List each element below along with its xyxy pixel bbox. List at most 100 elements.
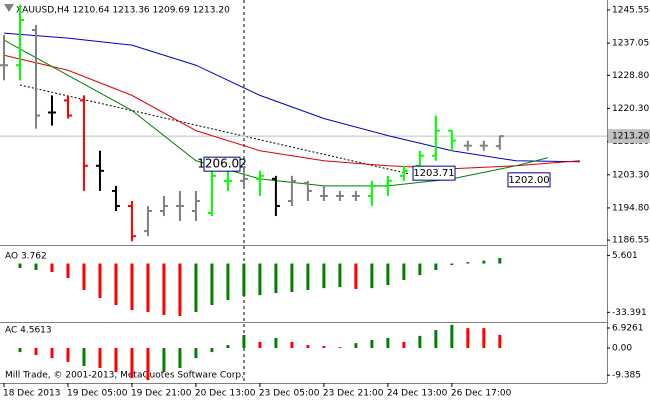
histogram-bar — [258, 263, 262, 296]
histogram-bar — [146, 263, 150, 313]
histogram-bar — [114, 348, 118, 373]
histogram-bar — [290, 341, 294, 349]
histogram-bar — [18, 348, 22, 353]
histogram-bar — [34, 348, 38, 355]
histogram-bar — [274, 263, 278, 294]
histogram-bar — [322, 346, 326, 349]
x-tick-label: 23 Dec 21:00 — [323, 389, 384, 399]
x-tick-label: 19 Dec 05:00 — [67, 389, 128, 399]
histogram-bar — [130, 263, 134, 311]
histogram-bar — [386, 337, 390, 349]
histogram-bar — [386, 263, 390, 286]
histogram-bar — [498, 258, 502, 264]
histogram-bar — [498, 334, 502, 349]
price-label-box — [203, 156, 241, 172]
y-tick-label: 0.00 — [612, 344, 632, 354]
histogram-bar — [210, 348, 214, 353]
x-tick-label: 19 Dec 21:00 — [131, 389, 192, 399]
y-tick-label: 1194.80 — [612, 203, 649, 213]
histogram-bar — [290, 263, 294, 293]
y-tick-label: 6.9261 — [612, 324, 644, 334]
histogram-bar — [466, 262, 470, 264]
trend-line — [19, 84, 411, 175]
y-tick-label: 1245.55 — [612, 5, 649, 15]
histogram-bar — [258, 341, 262, 349]
histogram-bar — [242, 335, 246, 349]
y-tick-label: 1186.55 — [612, 236, 649, 246]
histogram-bar — [50, 348, 54, 359]
histogram-bar — [34, 263, 38, 270]
histogram-bar — [242, 263, 246, 296]
moving-average — [3, 32, 580, 163]
y-tick-label: 1220.30 — [612, 104, 649, 114]
x-tick-label: 26 Dec 17:00 — [451, 389, 512, 399]
ao-title: AO 3.762 — [5, 252, 47, 262]
histogram-bar — [114, 263, 118, 306]
histogram-bar — [210, 263, 214, 306]
x-tick-label: 18 Dec 2013 — [3, 389, 61, 399]
histogram-bar — [82, 348, 86, 366]
histogram-bar — [434, 263, 438, 270]
histogram-bar — [354, 263, 358, 289]
histogram-bar — [466, 328, 470, 349]
x-tick-label: 24 Dec 13:00 — [387, 389, 448, 399]
histogram-bar — [82, 263, 86, 290]
histogram-bar — [418, 335, 422, 349]
histogram-bar — [146, 348, 150, 381]
x-tick-label: 23 Dec 05:00 — [259, 389, 320, 399]
histogram-bar — [194, 263, 198, 313]
price-box-label: 1213.20 — [612, 132, 649, 142]
histogram-bar — [322, 263, 326, 289]
price-label: 1203.71 — [413, 168, 454, 179]
histogram-bar — [450, 263, 454, 265]
price-label: 1206.02 — [197, 157, 247, 171]
x-tick-label: 20 Dec 13:00 — [195, 389, 256, 399]
histogram-bar — [98, 263, 102, 299]
price-label-box — [507, 172, 551, 188]
y-tick-label: 5.601 — [612, 251, 638, 261]
histogram-bar — [370, 263, 374, 289]
moving-average — [3, 54, 580, 170]
histogram-bar — [50, 263, 54, 273]
ac-title: AC 4.5613 — [5, 326, 52, 336]
histogram-bar — [66, 348, 70, 362]
histogram-bar — [338, 263, 342, 288]
price-box — [608, 129, 650, 144]
histogram-bar — [482, 260, 486, 264]
y-tick-label: -33.391 — [612, 308, 647, 318]
histogram-bar — [370, 339, 374, 349]
histogram-bar — [178, 348, 182, 368]
copyright: Mill Trade, © 2001-2013, MetaQuotes Soft… — [5, 371, 244, 381]
histogram-bar — [274, 337, 278, 349]
histogram-bar — [450, 324, 454, 349]
histogram-bar — [482, 328, 486, 349]
histogram-bar — [162, 348, 166, 373]
histogram-bar — [306, 345, 310, 349]
histogram-bar — [162, 263, 166, 315]
price-label-box — [412, 165, 456, 181]
histogram-bar — [226, 263, 230, 301]
histogram-bar — [194, 348, 198, 359]
histogram-bar — [338, 347, 342, 349]
histogram-bar — [402, 263, 406, 281]
y-tick-label: -9.385 — [612, 371, 641, 381]
chart-title: XAUUSD,H4 1210.64 1213.36 1209.69 1213.2… — [16, 6, 230, 16]
histogram-bar — [402, 341, 406, 349]
histogram-bar — [418, 263, 422, 276]
histogram-bar — [18, 263, 22, 269]
histogram-bar — [178, 263, 182, 317]
symbol-icon — [4, 4, 14, 12]
price-label: 1202.00 — [508, 175, 549, 186]
histogram-bar — [130, 348, 134, 379]
y-tick-label: 1203.30 — [612, 170, 649, 180]
histogram-bar — [434, 330, 438, 349]
histogram-bar — [226, 345, 230, 349]
histogram-bar — [98, 348, 102, 368]
y-tick-label: 1237.05 — [612, 39, 649, 49]
histogram-bar — [354, 343, 358, 349]
y-tick-label: 1228.80 — [612, 71, 649, 81]
histogram-bar — [306, 263, 310, 290]
histogram-bar — [66, 263, 70, 279]
